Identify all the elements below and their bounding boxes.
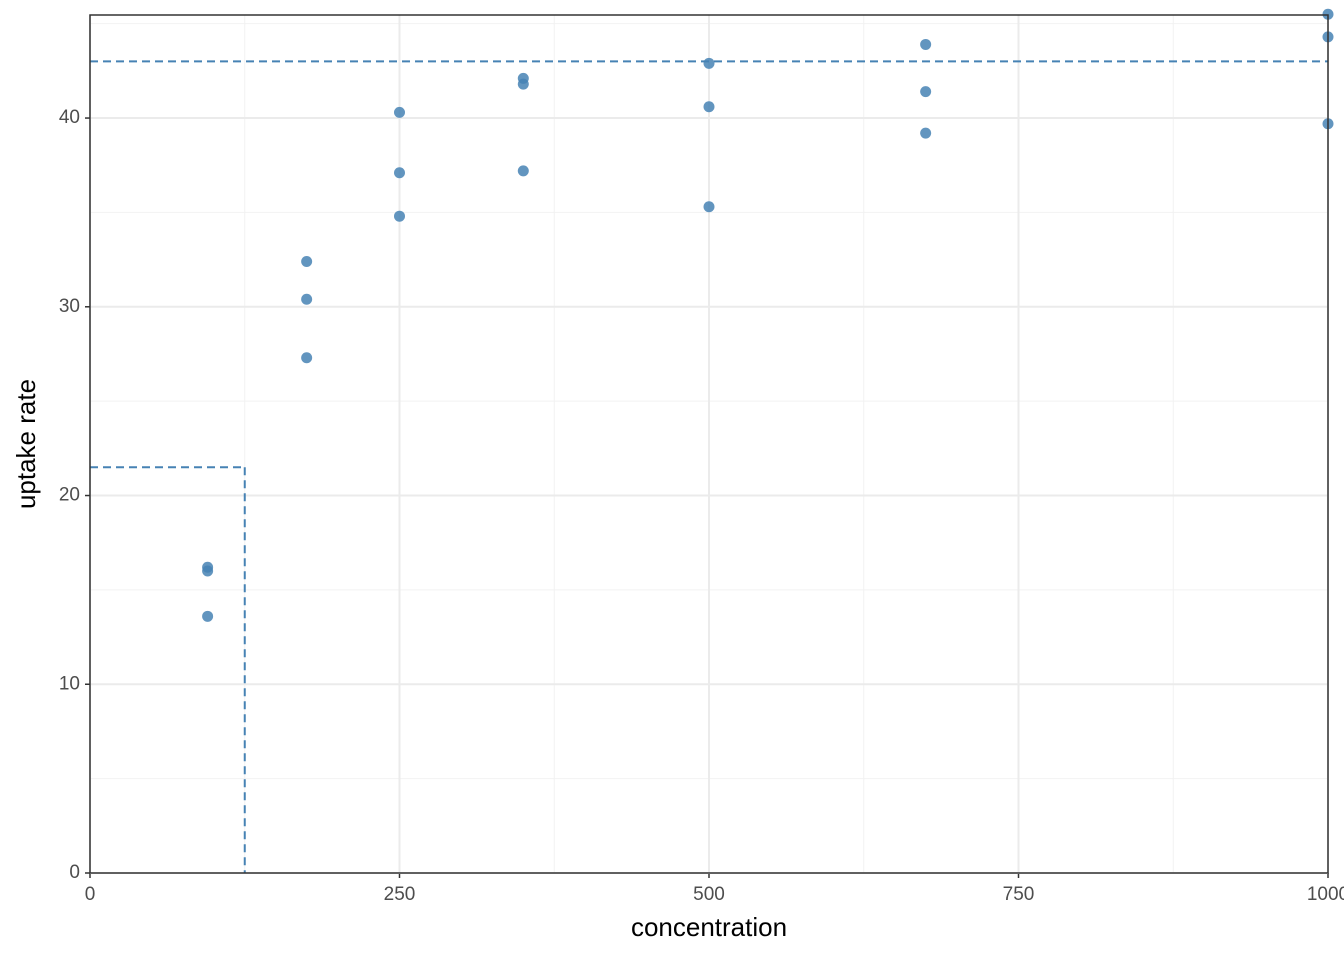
point: [1322, 8, 1334, 20]
point: [202, 610, 214, 622]
point: [301, 255, 313, 267]
point: [202, 565, 214, 577]
point: [517, 78, 529, 90]
panel-border: [89, 14, 1329, 874]
y-tick-label: 10: [59, 673, 80, 694]
point: [920, 38, 932, 50]
point: [703, 201, 715, 213]
point: [703, 101, 715, 113]
x-tick-label: 250: [384, 884, 416, 905]
y-tick-label: 40: [59, 107, 80, 128]
point: [703, 57, 715, 69]
point: [301, 293, 313, 305]
point: [517, 165, 529, 177]
point: [920, 86, 932, 98]
point: [301, 352, 313, 364]
y-tick-label: 30: [59, 296, 80, 317]
y-axis-title: uptake rate: [11, 379, 41, 509]
point: [394, 167, 405, 179]
x-tick-label: 1000: [1307, 884, 1344, 905]
point: [394, 106, 405, 118]
y-tick-label: 20: [59, 485, 80, 506]
x-tick-label: 500: [693, 884, 725, 905]
x-tick-label: 0: [85, 884, 96, 905]
point: [394, 210, 405, 222]
point: [920, 127, 932, 139]
y-tick-label: 0: [69, 862, 80, 883]
x-axis-title: concentration: [631, 912, 787, 942]
x-tick-label: 750: [1003, 884, 1035, 905]
